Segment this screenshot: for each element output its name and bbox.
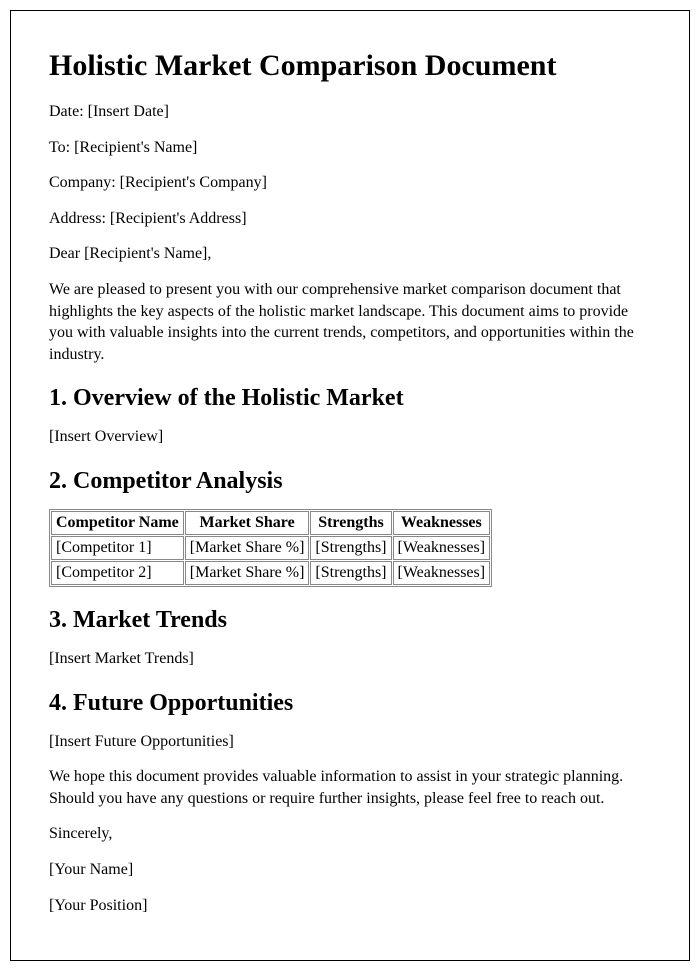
th-weaknesses: Weaknesses xyxy=(393,511,491,535)
td-competitor-name: [Competitor 2] xyxy=(51,561,184,585)
signoff-name: [Your Name] xyxy=(49,859,651,881)
td-strengths: [Strengths] xyxy=(310,536,391,560)
intro-paragraph: We are pleased to present you with our c… xyxy=(49,279,651,365)
meta-address: Address: [Recipient's Address] xyxy=(49,208,651,230)
section3-heading: 3. Market Trends xyxy=(49,607,651,634)
meta-company: Company: [Recipient's Company] xyxy=(49,172,651,194)
section4-heading: 4. Future Opportunities xyxy=(49,690,651,717)
meta-date: Date: [Insert Date] xyxy=(49,101,651,123)
salutation: Dear [Recipient's Name], xyxy=(49,243,651,265)
td-weaknesses: [Weaknesses] xyxy=(393,536,491,560)
section3-body: [Insert Market Trends] xyxy=(49,648,651,670)
td-market-share: [Market Share %] xyxy=(185,561,310,585)
td-weaknesses: [Weaknesses] xyxy=(393,561,491,585)
signoff-position: [Your Position] xyxy=(49,895,651,917)
document-page: Holistic Market Comparison Document Date… xyxy=(10,10,690,961)
section2-heading: 2. Competitor Analysis xyxy=(49,468,651,495)
table-row: [Competitor 1] [Market Share %] [Strengt… xyxy=(51,536,490,560)
th-competitor-name: Competitor Name xyxy=(51,511,184,535)
section1-heading: 1. Overview of the Holistic Market xyxy=(49,385,651,412)
signoff-sincerely: Sincerely, xyxy=(49,823,651,845)
section1-body: [Insert Overview] xyxy=(49,426,651,448)
th-strengths: Strengths xyxy=(310,511,391,535)
meta-to: To: [Recipient's Name] xyxy=(49,137,651,159)
td-strengths: [Strengths] xyxy=(310,561,391,585)
closing-paragraph: We hope this document provides valuable … xyxy=(49,766,651,809)
td-competitor-name: [Competitor 1] xyxy=(51,536,184,560)
section4-body: [Insert Future Opportunities] xyxy=(49,731,651,753)
competitor-table: Competitor Name Market Share Strengths W… xyxy=(49,509,492,587)
table-row: [Competitor 2] [Market Share %] [Strengt… xyxy=(51,561,490,585)
document-title: Holistic Market Comparison Document xyxy=(49,49,651,83)
th-market-share: Market Share xyxy=(185,511,310,535)
table-header-row: Competitor Name Market Share Strengths W… xyxy=(51,511,490,535)
td-market-share: [Market Share %] xyxy=(185,536,310,560)
